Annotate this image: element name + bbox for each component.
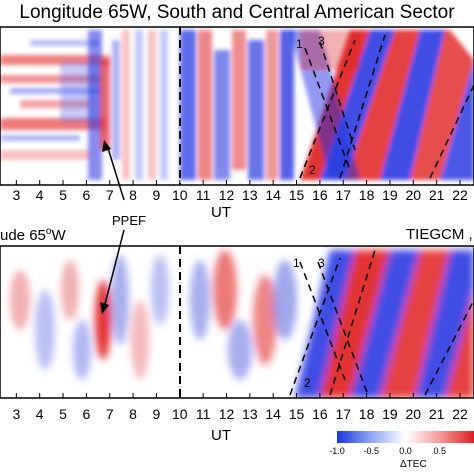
x-tick-label-top: 13 xyxy=(242,187,258,203)
x-tick-label-top: 7 xyxy=(105,187,114,203)
x-tick-label-top: 14 xyxy=(265,187,281,203)
colorbar-tick-label: 0.5 xyxy=(433,446,447,456)
x-tick-label-top: 4 xyxy=(35,187,44,203)
colorbar-tick-label: 0.0 xyxy=(399,446,412,456)
x-tick-label-top: 19 xyxy=(382,187,398,203)
x-tick-label-bottom: 6 xyxy=(82,406,91,422)
ppef-arrow-top xyxy=(106,144,125,201)
bottom-panel-frame xyxy=(0,245,474,399)
x-tick-label-top: 22 xyxy=(452,187,468,203)
x-tick-label-bottom: 7 xyxy=(105,406,114,422)
x-tick-label-top: 21 xyxy=(428,187,445,203)
x-tick-label-bottom: 5 xyxy=(59,406,67,422)
x-tick-label-top: 11 xyxy=(195,187,211,203)
top-panel-title: Longitude 65W, South and Central America… xyxy=(19,2,455,23)
x-tick-label-top: 10 xyxy=(171,187,188,203)
x-tick-label-top: 20 xyxy=(405,187,422,203)
annotation-2-bottom: 2 xyxy=(304,376,311,390)
annotation-3-top: 3 xyxy=(318,34,325,48)
x-tick-label-bottom: 17 xyxy=(335,406,352,422)
x-tick-label-bottom: 10 xyxy=(171,406,188,422)
observed-heatmap xyxy=(0,27,474,185)
ppef-arrow-bottom xyxy=(103,229,125,309)
colorbar xyxy=(337,431,474,443)
x-tick-label-bottom: 19 xyxy=(382,406,398,422)
x-tick-label-bottom: 3 xyxy=(12,406,21,422)
tiegcm-heatmap xyxy=(0,246,474,398)
x-tick-label-bottom: 13 xyxy=(242,406,258,422)
x-tick-label-top: 3 xyxy=(12,187,21,203)
annotation-1-top: 1 xyxy=(296,37,303,51)
x-tick-label-bottom: 15 xyxy=(288,406,305,422)
ppef-label: PPEF xyxy=(112,213,146,228)
x-tick-label-bottom: 12 xyxy=(218,406,235,422)
x-tick-label-bottom: 14 xyxy=(265,406,281,422)
bottom-panel-right-label: TIEGCM , xyxy=(406,226,473,243)
colorbar-label: ΔTEC xyxy=(400,459,427,470)
colorbar-tick-label: -1.0 xyxy=(329,446,345,456)
x-tick-label-top: 15 xyxy=(288,187,305,203)
x-tick-label-top: 17 xyxy=(335,187,352,203)
x-tick-label-top: 18 xyxy=(358,187,375,203)
x-tick-label-top: 6 xyxy=(82,187,91,203)
x-tick-label-bottom: 11 xyxy=(195,406,211,422)
x-tick-label-top: 12 xyxy=(218,187,235,203)
x-tick-label-bottom: 21 xyxy=(428,406,445,422)
x-tick-label-bottom: 9 xyxy=(152,406,161,422)
x-tick-label-top: 8 xyxy=(129,187,137,203)
x-tick-label-bottom: 16 xyxy=(312,406,328,422)
x-axis-label-bottom: UT xyxy=(211,427,231,444)
annotation-1-bottom: 1 xyxy=(293,256,300,270)
x-tick-label-top: 9 xyxy=(152,187,161,203)
x-tick-label-top: 16 xyxy=(312,187,328,203)
x-tick-label-bottom: 4 xyxy=(35,406,44,422)
x-tick-label-bottom: 18 xyxy=(358,406,375,422)
x-tick-label-bottom: 22 xyxy=(452,406,468,422)
annotation-3-bottom: 3 xyxy=(318,256,325,270)
x-axis-label-top: UT xyxy=(211,204,231,221)
x-tick-label-bottom: 20 xyxy=(405,406,422,422)
top-panel-frame xyxy=(0,26,474,186)
colorbar-tick-label: -0.5 xyxy=(363,446,380,456)
x-tick-label-bottom: 8 xyxy=(129,406,137,422)
bottom-panel-left-label: ude 65oW xyxy=(0,226,66,244)
x-tick-label-top: 5 xyxy=(59,187,67,203)
annotation-2-top: 2 xyxy=(309,163,316,177)
